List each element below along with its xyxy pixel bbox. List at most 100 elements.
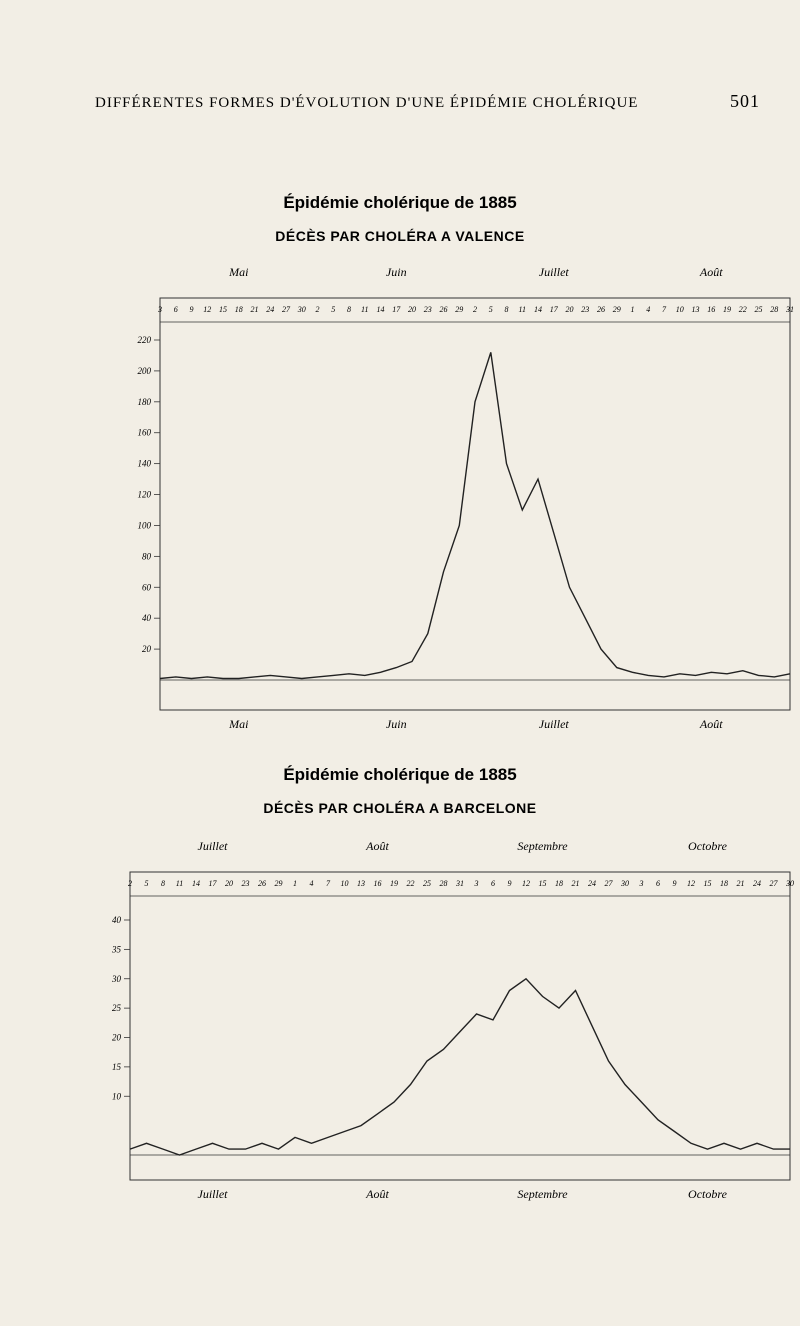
month-label: Mai [228,265,248,279]
day-label: 9 [508,879,512,888]
day-label: 27 [605,879,614,888]
day-label: 24 [588,879,596,888]
day-label: 26 [258,879,266,888]
day-label: 19 [390,879,398,888]
y-tick-label: 10 [112,1091,122,1101]
day-label: 15 [219,305,227,314]
day-label: 13 [357,879,365,888]
day-label: 7 [662,305,667,314]
day-label: 23 [581,305,589,314]
day-label: 1 [293,879,297,888]
day-label: 3 [639,879,644,888]
running-title: DIFFÉRENTES FORMES D'ÉVOLUTION D'UNE ÉPI… [95,94,638,111]
day-label: 18 [235,305,243,314]
day-label: 18 [555,879,563,888]
day-label: 6 [656,879,660,888]
day-label: 31 [785,305,794,314]
day-label: 31 [455,879,464,888]
day-label: 29 [455,305,463,314]
day-label: 28 [440,879,448,888]
month-label: Août [699,717,723,731]
y-tick-label: 160 [138,428,152,438]
day-label: 11 [176,879,183,888]
day-label: 23 [242,879,250,888]
y-tick-label: 30 [111,974,122,984]
day-label: 2 [473,305,477,314]
day-label: 7 [326,879,331,888]
day-label: 25 [423,879,431,888]
day-label: 8 [347,305,351,314]
day-label: 30 [297,305,306,314]
month-label: Mai [228,717,248,731]
day-label: 21 [572,879,580,888]
page-number: 501 [730,91,760,111]
day-label: 5 [145,879,149,888]
day-label: 29 [275,879,283,888]
day-label: 1 [631,305,635,314]
day-label: 5 [489,305,493,314]
day-label: 20 [566,305,574,314]
figure-subtitle: DÉCÈS PAR CHOLÉRA A VALENCE [275,228,524,244]
y-tick-label: 40 [112,915,122,925]
day-label: 2 [316,305,320,314]
day-label: 3 [157,305,162,314]
figure-subtitle: DÉCÈS PAR CHOLÉRA A BARCELONE [263,800,536,816]
month-label: Juillet [539,717,570,731]
day-label: 27 [770,879,779,888]
day-label: 15 [539,879,547,888]
day-label: 23 [424,305,432,314]
death-curve [159,352,791,680]
month-label: Juillet [539,265,570,279]
day-label: 10 [676,305,684,314]
y-tick-label: 35 [111,944,122,954]
day-label: 3 [474,879,479,888]
day-label: 12 [522,879,530,888]
day-label: 26 [440,305,448,314]
day-label: 24 [753,879,761,888]
day-label: 12 [203,305,211,314]
month-label: Juillet [198,839,229,853]
day-label: 6 [491,879,495,888]
day-label: 16 [707,305,715,314]
y-tick-label: 20 [142,644,152,654]
month-label: Juillet [198,1187,229,1201]
day-label: 13 [692,305,700,314]
day-label: 11 [361,305,368,314]
month-label: Août [699,265,723,279]
day-label: 17 [550,305,559,314]
day-label: 8 [161,879,165,888]
day-label: 18 [720,879,728,888]
day-label: 14 [192,879,200,888]
day-label: 10 [341,879,349,888]
month-label: Août [365,1187,389,1201]
day-label: 16 [374,879,382,888]
day-label: 26 [597,305,605,314]
y-tick-label: 60 [142,582,152,592]
day-label: 21 [251,305,259,314]
day-label: 4 [310,879,314,888]
day-label: 6 [174,305,178,314]
day-label: 17 [209,879,218,888]
death-curve [129,977,790,1156]
day-label: 22 [739,305,747,314]
day-label: 11 [519,305,526,314]
day-label: 21 [737,879,745,888]
figure-title: Épidémie cholérique de 1885 [283,193,516,212]
day-label: 19 [723,305,731,314]
day-label: 5 [331,305,335,314]
day-label: 4 [646,305,650,314]
day-label: 29 [613,305,621,314]
plot-frame [159,297,791,711]
y-tick-label: 180 [138,397,152,407]
y-tick-label: 25 [112,1003,122,1013]
y-tick-label: 15 [112,1062,122,1072]
y-tick-label: 20 [112,1033,122,1043]
day-label: 28 [770,305,778,314]
month-label: Juin [386,717,407,731]
day-label: 12 [687,879,695,888]
day-label: 17 [392,305,401,314]
day-label: 2 [128,879,132,888]
